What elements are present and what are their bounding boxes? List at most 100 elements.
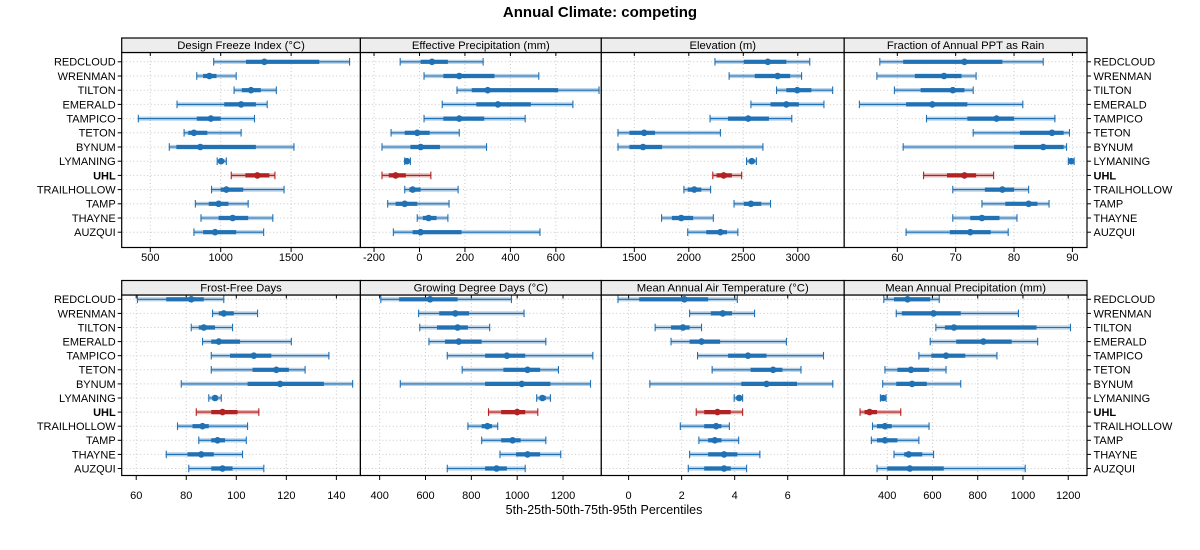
x-tick-label: 2000 (677, 252, 701, 264)
percentile-interval-auzqui (905, 228, 1009, 236)
x-tick-label: 70 (950, 252, 962, 264)
percentile-interval-redcloud (879, 58, 1044, 66)
median-dot (714, 408, 721, 416)
median-dot (409, 186, 416, 193)
panel-header-strip (843, 279, 1088, 296)
panel-row-1: 500 1000 1500 Design Freeze Index (°C) -200 0… (37, 37, 1173, 264)
percentile-interval-tampico (925, 114, 1056, 123)
median-dot (518, 380, 526, 388)
station-label-right-lymaning: LYMANING (1094, 156, 1151, 168)
median-dot (413, 129, 421, 137)
median-dot (793, 86, 801, 94)
x-tick-label: 90 (1066, 252, 1078, 264)
x-tick-label: 60 (130, 490, 142, 502)
percentile-interval-wrenman (689, 309, 756, 318)
median-dot (930, 310, 937, 317)
median-dot (217, 157, 225, 165)
median-dot (214, 437, 221, 444)
median-dot (454, 324, 461, 331)
percentile-interval-teton (183, 129, 242, 137)
percentile-interval-auzqui (687, 464, 748, 473)
median-dot (879, 394, 887, 402)
median-dot (908, 380, 916, 388)
x-tick-label: 0 (626, 490, 632, 502)
percentile-interval-tamp (698, 436, 740, 445)
percentile-interval-uhl (195, 408, 260, 416)
station-label-left-teton: TETON (79, 365, 116, 377)
percentile-interval-tilton (893, 86, 974, 94)
panel-header-label: Mean Annual Precipitation (mm) (885, 283, 1046, 295)
station-label-right-tampico: TAMPICO (1094, 114, 1144, 126)
median-dot (881, 422, 889, 430)
median-dot (744, 352, 752, 360)
x-tick-label: 2 (679, 490, 685, 502)
percentile-interval-thayne (416, 214, 449, 222)
percentile-interval-bynum (882, 380, 962, 388)
panel-design-freeze-index-c: 500 1000 1500 Design Freeze Index (°C) (121, 37, 361, 264)
panel-header-label: Frost-Free Days (200, 283, 282, 295)
percentile-interval-bynum (168, 143, 295, 151)
x-axis-caption: 5th-25th-50th-75th-95th Percentiles (505, 503, 703, 517)
percentile-interval-redcloud (399, 58, 484, 66)
percentile-interval-emerald (929, 337, 1039, 346)
percentile-interval-lymaning (879, 394, 887, 402)
percentile-interval-uhl (487, 408, 539, 416)
median-dot (261, 58, 268, 66)
percentile-interval-auzqui (193, 228, 265, 236)
percentile-interval-thayne (165, 450, 244, 459)
x-tick-label: 800 (969, 490, 987, 502)
median-dot (774, 72, 781, 80)
median-dot (712, 422, 720, 430)
percentile-interval-trailhollow (404, 185, 459, 194)
x-tick-label: 80 (1008, 252, 1020, 264)
percentile-interval-tampico (697, 351, 825, 360)
x-tick-label: 1000 (1011, 490, 1035, 502)
median-dot (769, 366, 777, 374)
median-dot (966, 228, 974, 236)
percentile-interval-emerald (750, 100, 825, 109)
percentile-interval-lymaning (216, 157, 227, 165)
x-tick-label: 600 (547, 252, 565, 264)
median-dot (783, 101, 790, 108)
station-label-left-teton: TETON (79, 128, 116, 140)
median-dot (747, 200, 755, 208)
percentile-interval-emerald (441, 100, 574, 109)
median-dot (735, 394, 743, 402)
percentile-interval-tamp (387, 200, 450, 208)
percentile-interval-teton (617, 129, 721, 137)
median-dot (503, 352, 511, 360)
median-dot (763, 380, 770, 388)
station-label-right-wrenman: WRENMAN (1094, 71, 1152, 83)
median-dot (229, 214, 236, 222)
percentile-interval-wrenman (876, 72, 977, 80)
median-dot (219, 465, 226, 472)
median-dot (881, 437, 889, 444)
percentile-interval-lymaning (746, 157, 757, 165)
percentile-interval-tampico (423, 114, 526, 123)
percentile-interval-thayne (952, 214, 1018, 222)
station-label-left-emerald: EMERALD (63, 337, 116, 349)
percentile-interval-tampico (446, 351, 594, 360)
x-tick-label: 600 (416, 490, 434, 502)
station-label-left-emerald: EMERALD (63, 99, 116, 111)
median-dot (200, 324, 208, 331)
percentile-interval-wrenman (895, 309, 1019, 318)
x-tick-label: 4 (732, 490, 738, 502)
median-dot (211, 394, 219, 402)
percentile-interval-emerald (201, 337, 292, 346)
percentile-interval-tilton (233, 86, 277, 94)
percentile-interval-tilton (190, 323, 234, 332)
station-label-left-tilton: TILTON (78, 85, 116, 97)
station-label-right-wrenman: WRENMAN (1094, 308, 1152, 320)
median-dot (639, 143, 647, 151)
station-label-left-uhl: UHL (93, 407, 116, 419)
station-label-left-redcloud: REDCLOUD (54, 294, 116, 306)
x-tick-label: 80 (180, 490, 192, 502)
percentile-interval-redcloud (213, 58, 351, 66)
percentile-interval-thayne (200, 214, 274, 222)
percentile-interval-tilton (654, 323, 703, 332)
percentile-interval-uhl (381, 171, 432, 180)
percentile-interval-bynum (649, 380, 834, 388)
median-dot (197, 451, 205, 458)
x-tick-label: 800 (462, 490, 480, 502)
